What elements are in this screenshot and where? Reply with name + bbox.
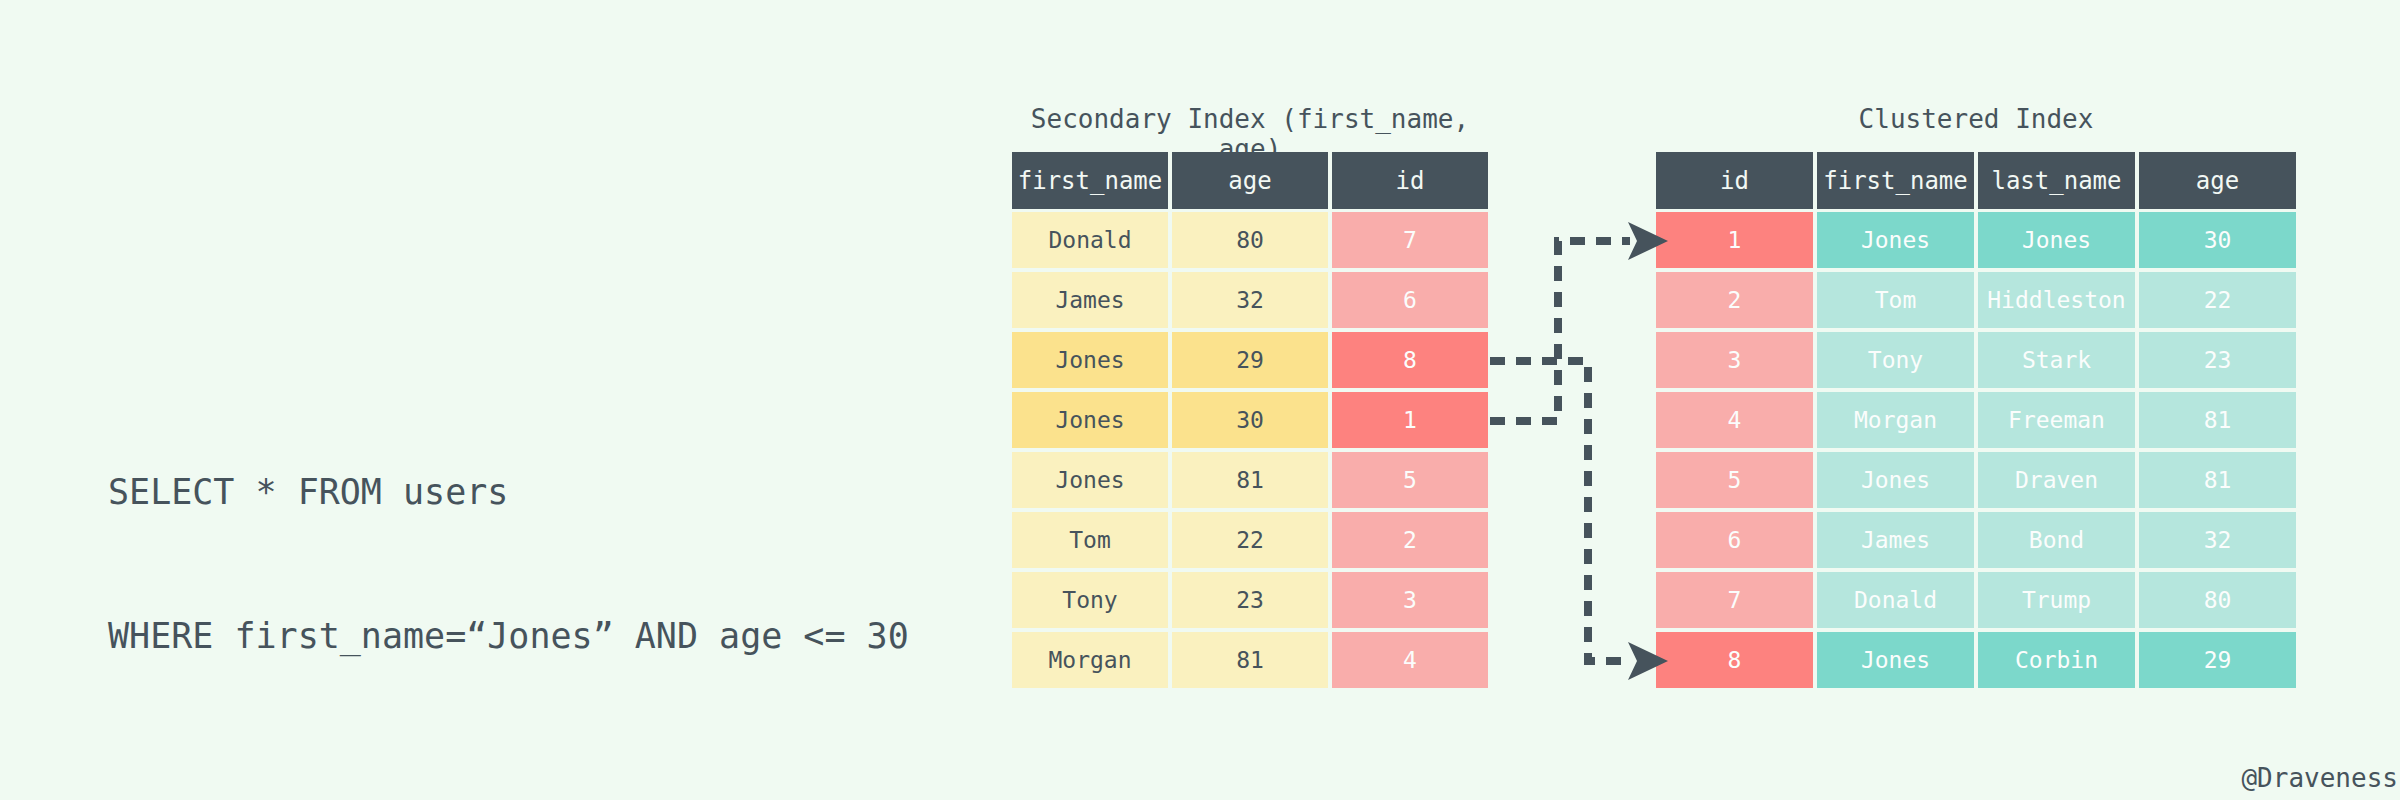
clustered-row-1-first_name: Jones xyxy=(1817,212,1974,268)
secondary-row-8-first_name: Morgan xyxy=(1012,632,1168,688)
clustered-row-5-id: 5 xyxy=(1656,452,1813,508)
secondary-row-6-id: 2 xyxy=(1332,512,1488,568)
sql-query-line-1: SELECT * FROM users xyxy=(108,468,909,516)
secondary-row-2-id: 6 xyxy=(1332,272,1488,328)
clustered-row-6-last_name: Bond xyxy=(1978,512,2135,568)
secondary-row-5-first_name: Jones xyxy=(1012,452,1168,508)
secondary-row-3-id: 8 xyxy=(1332,332,1488,388)
clustered-row-8-first_name: Jones xyxy=(1817,632,1974,688)
secondary-row-3-first_name: Jones xyxy=(1012,332,1168,388)
clustered-row-6-age: 32 xyxy=(2139,512,2296,568)
secondary-header-id: id xyxy=(1332,152,1488,209)
clustered-row-7-first_name: Donald xyxy=(1817,572,1974,628)
secondary-row-8-id: 4 xyxy=(1332,632,1488,688)
index-lookup-diagram: SELECT * FROM users WHERE first_name=“Jo… xyxy=(0,0,2400,800)
clustered-row-3-first_name: Tony xyxy=(1817,332,1974,388)
clustered-row-1-id: 1 xyxy=(1656,212,1813,268)
clustered-row-8-id: 8 xyxy=(1656,632,1813,688)
secondary-row-1-first_name: Donald xyxy=(1012,212,1168,268)
clustered-header-age: age xyxy=(2139,152,2296,209)
sql-query: SELECT * FROM users WHERE first_name=“Jo… xyxy=(108,372,909,756)
secondary-row-7-id: 3 xyxy=(1332,572,1488,628)
clustered-row-4-age: 81 xyxy=(2139,392,2296,448)
clustered-row-8-age: 29 xyxy=(2139,632,2296,688)
clustered-row-3-age: 23 xyxy=(2139,332,2296,388)
clustered-row-4-last_name: Freeman xyxy=(1978,392,2135,448)
clustered-row-5-last_name: Draven xyxy=(1978,452,2135,508)
clustered-row-7-age: 80 xyxy=(2139,572,2296,628)
arrow-path-id-1-lookup xyxy=(1490,241,1630,421)
secondary-row-4-id: 1 xyxy=(1332,392,1488,448)
secondary-row-6-first_name: Tom xyxy=(1012,512,1168,568)
clustered-row-2-last_name: Hiddleston xyxy=(1978,272,2135,328)
secondary-row-3-age: 29 xyxy=(1172,332,1328,388)
clustered-row-1-age: 30 xyxy=(2139,212,2296,268)
secondary-index-table: first_nameageidDonald807James326Jones298… xyxy=(1012,152,1488,688)
clustered-row-7-id: 7 xyxy=(1656,572,1813,628)
clustered-row-8-last_name: Corbin xyxy=(1978,632,2135,688)
clustered-header-last_name: last_name xyxy=(1978,152,2135,209)
secondary-row-4-age: 30 xyxy=(1172,392,1328,448)
clustered-row-6-first_name: James xyxy=(1817,512,1974,568)
clustered-row-2-id: 2 xyxy=(1656,272,1813,328)
clustered-row-6-id: 6 xyxy=(1656,512,1813,568)
clustered-row-5-first_name: Jones xyxy=(1817,452,1974,508)
secondary-header-first_name: first_name xyxy=(1012,152,1168,209)
clustered-row-4-id: 4 xyxy=(1656,392,1813,448)
clustered-index-title: Clustered Index xyxy=(1656,104,2296,134)
clustered-row-4-first_name: Morgan xyxy=(1817,392,1974,448)
clustered-row-3-last_name: Stark xyxy=(1978,332,2135,388)
secondary-row-2-first_name: James xyxy=(1012,272,1168,328)
clustered-row-2-age: 22 xyxy=(2139,272,2296,328)
secondary-row-2-age: 32 xyxy=(1172,272,1328,328)
credit-watermark: @Draveness xyxy=(2241,763,2398,793)
secondary-header-age: age xyxy=(1172,152,1328,209)
clustered-header-id: id xyxy=(1656,152,1813,209)
arrow-path-id-8-lookup xyxy=(1490,361,1630,661)
clustered-row-1-last_name: Jones xyxy=(1978,212,2135,268)
clustered-row-5-age: 81 xyxy=(2139,452,2296,508)
secondary-row-7-age: 23 xyxy=(1172,572,1328,628)
secondary-row-8-age: 81 xyxy=(1172,632,1328,688)
sql-query-line-2: WHERE first_name=“Jones” AND age <= 30 xyxy=(108,612,909,660)
clustered-header-first_name: first_name xyxy=(1817,152,1974,209)
secondary-row-5-id: 5 xyxy=(1332,452,1488,508)
secondary-row-1-id: 7 xyxy=(1332,212,1488,268)
secondary-row-5-age: 81 xyxy=(1172,452,1328,508)
secondary-row-4-first_name: Jones xyxy=(1012,392,1168,448)
secondary-row-7-first_name: Tony xyxy=(1012,572,1168,628)
clustered-index-table: idfirst_namelast_nameage1JonesJones302To… xyxy=(1656,152,2296,688)
clustered-row-7-last_name: Trump xyxy=(1978,572,2135,628)
clustered-row-3-id: 3 xyxy=(1656,332,1813,388)
secondary-row-6-age: 22 xyxy=(1172,512,1328,568)
clustered-row-2-first_name: Tom xyxy=(1817,272,1974,328)
secondary-row-1-age: 80 xyxy=(1172,212,1328,268)
